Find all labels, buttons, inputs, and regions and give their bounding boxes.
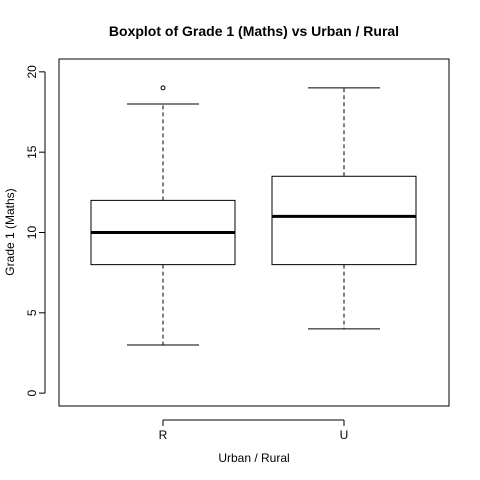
outlier-point (160, 85, 166, 91)
y-tick-label: 10 (25, 226, 39, 240)
iqr-box (271, 175, 417, 266)
box-u (271, 87, 417, 330)
x-axis-label: Urban / Rural (218, 451, 289, 465)
y-tick-label: 15 (25, 145, 39, 159)
y-axis: 0 5 10 15 20 (25, 65, 46, 396)
boxes (90, 85, 417, 346)
x-tick-label: R (159, 428, 168, 442)
plot-frame (58, 58, 450, 407)
y-tick-label: 0 (25, 389, 39, 396)
y-tick-label: 20 (25, 65, 39, 79)
chart-title: Boxplot of Grade 1 (Maths) vs Urban / Ru… (109, 23, 399, 39)
y-tick-label: 5 (25, 309, 39, 316)
x-tick-label: U (340, 428, 349, 442)
y-axis-label: Grade 1 (Maths) (3, 188, 17, 275)
box-r (90, 85, 236, 346)
